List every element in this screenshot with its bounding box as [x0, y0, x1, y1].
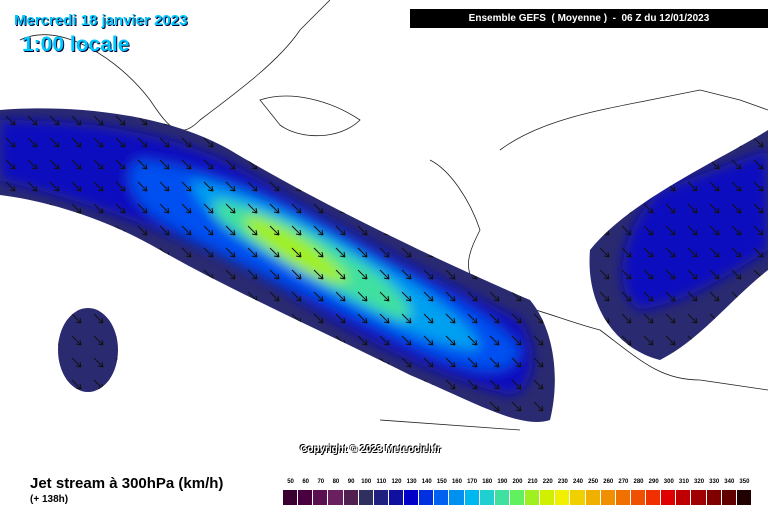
legend-swatch: [419, 490, 434, 505]
legend-swatch: [464, 490, 479, 505]
legend-swatch: [691, 490, 706, 505]
legend-swatch: [600, 490, 615, 505]
legend-label: 280: [633, 479, 644, 485]
legend-swatch: [298, 490, 313, 505]
legend-label: 220: [542, 479, 553, 485]
legend-swatch: [449, 490, 464, 505]
legend-label: 250: [588, 479, 599, 485]
legend-swatch: [736, 490, 751, 505]
legend-label: 70: [317, 479, 325, 485]
legend-label: 140: [421, 479, 432, 485]
legend-label: 270: [618, 479, 629, 485]
legend-label: 350: [739, 479, 750, 485]
legend-label: 170: [467, 479, 478, 485]
legend-label: 300: [663, 479, 674, 485]
run-info: Ensemble GEFS ( Moyenne ) - 06 Z du 12/0…: [410, 9, 768, 28]
legend-label: 60: [302, 479, 310, 485]
legend-swatch: [661, 490, 676, 505]
legend-label: 150: [436, 479, 447, 485]
legend-swatch: [434, 490, 449, 505]
legend-label: 330: [709, 479, 720, 485]
legend-swatch: [525, 490, 540, 505]
legend-swatch: [343, 490, 358, 505]
legend-label: 240: [572, 479, 583, 485]
legend-label: 200: [512, 479, 523, 485]
legend-label: 120: [391, 479, 402, 485]
legend-label: 210: [527, 479, 538, 485]
lead-time: (+ 138h): [30, 494, 69, 505]
legend-swatch: [404, 490, 419, 505]
legend-swatch: [630, 490, 646, 505]
legend-label: 50: [287, 479, 294, 485]
legend-swatch: [479, 490, 494, 505]
legend-label: 340: [724, 479, 735, 485]
legend-swatch: [494, 490, 509, 505]
legend-swatch: [555, 490, 570, 505]
legend-label: 260: [603, 479, 614, 485]
legend-swatch: [585, 490, 600, 505]
local-time: 1:00 locale: [22, 33, 130, 56]
legend-label: 190: [497, 479, 508, 485]
legend-swatch: [509, 490, 525, 505]
legend-swatch: [358, 490, 373, 505]
legend-label: 160: [451, 479, 462, 485]
legend-swatch: [570, 490, 585, 505]
legend-label: 90: [347, 479, 355, 485]
legend-label: 80: [332, 479, 340, 485]
legend-swatch: [313, 490, 328, 505]
copyright: Copyright © 2023 Meteociel.fr: [300, 444, 441, 455]
legend-label: 290: [648, 479, 659, 485]
legend-label: 100: [361, 479, 372, 485]
legend-label: 130: [406, 479, 417, 485]
legend-label: 230: [557, 479, 568, 485]
legend-swatch: [706, 490, 721, 505]
legend-swatch: [283, 490, 298, 505]
legend-swatch: [388, 490, 404, 505]
legend-label: 110: [376, 479, 387, 485]
legend-swatch: [646, 490, 661, 505]
legend-label: 320: [694, 479, 705, 485]
legend-swatch: [721, 490, 736, 505]
legend-swatch: [540, 490, 555, 505]
legend-swatch: [373, 490, 388, 505]
legend-swatch: [615, 490, 630, 505]
date: Mercredi 18 janvier 2023: [14, 12, 188, 29]
legend-swatch: [676, 490, 691, 505]
legend-swatch: [328, 490, 343, 505]
legend-label: 180: [482, 479, 493, 485]
legend-label: 310: [678, 479, 689, 485]
footer-title: Jet stream à 300hPa (km/h): [30, 475, 224, 492]
